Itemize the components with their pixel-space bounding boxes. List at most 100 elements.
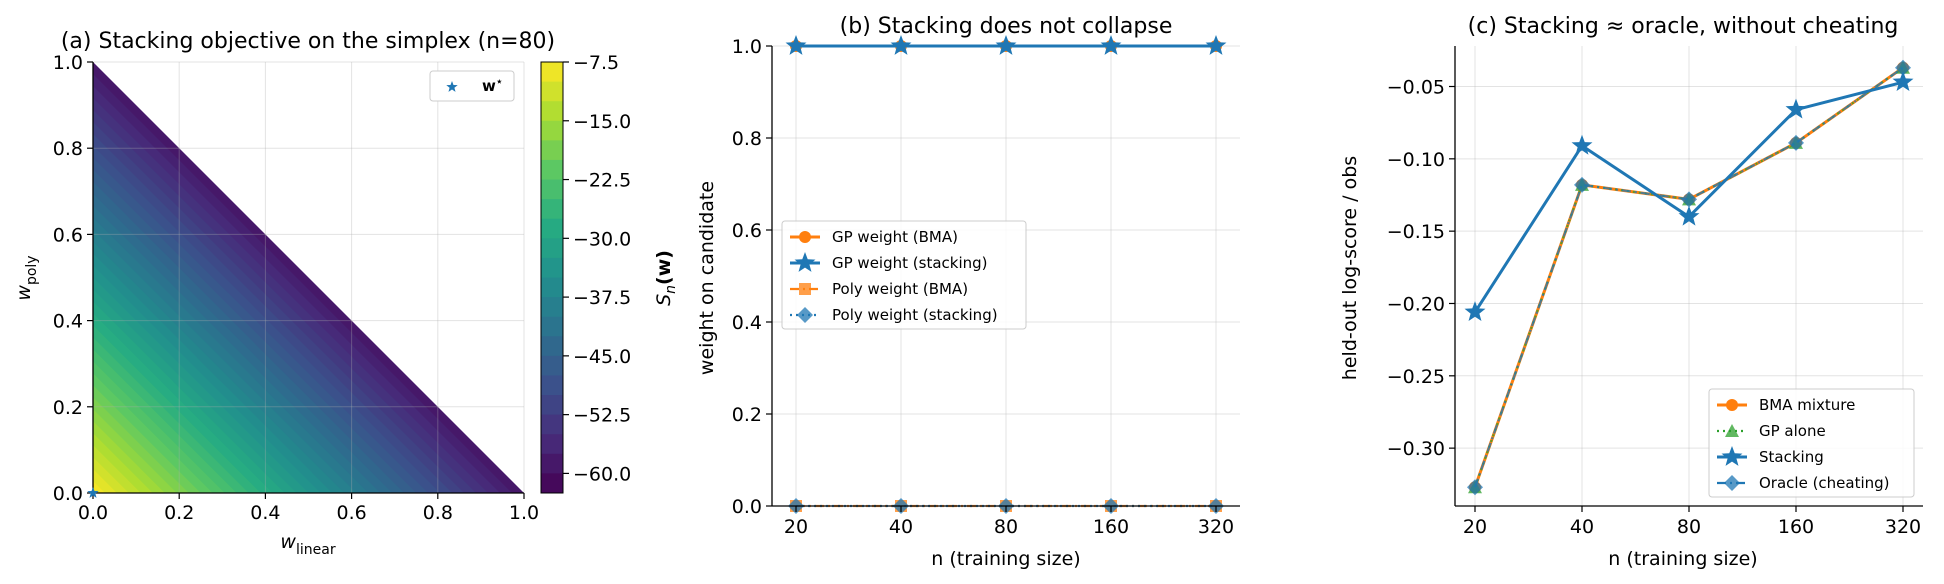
legend-star-icon [446, 81, 458, 92]
panel-c: (c) Stacking ≈ oracle, without cheating … [1339, 14, 1923, 570]
x-tick-label: 0.6 [336, 502, 366, 524]
colorbar-label: Sn(w) [653, 250, 679, 306]
y-tick-label: 0.2 [53, 397, 83, 419]
x-tick-label: 1.0 [509, 502, 539, 524]
panel-b-legend: GP weight (BMA) GP weight (stacking) Poly … [781, 220, 1027, 330]
data-point [1678, 205, 1700, 226]
legend-marker [1724, 475, 1740, 491]
panel-c-axes: 20 40 80 160 320 −0.05 −0.10 −0.15 −0.20 −0.25 −0.… [1387, 46, 1923, 538]
x-tick-label: 20 [784, 516, 808, 538]
contour-band [93, 469, 117, 493]
panel-b-title: (b) Stacking does not collapse [840, 14, 1173, 39]
panel-b-xlabel: n (training size) [931, 548, 1080, 570]
optimum-star-marker [87, 487, 99, 498]
colorbar-band [541, 199, 563, 220]
data-point [1681, 191, 1697, 208]
colorbar-tick-label: −60.0 [573, 463, 631, 485]
y-tick-label: −0.05 [1387, 77, 1445, 99]
legend-label: BMA mixture [1759, 396, 1855, 414]
series-line [1473, 66, 1904, 488]
y-tick-label: 0.6 [53, 224, 83, 246]
colorbar-tick-label: −7.5 [573, 52, 619, 74]
data-point [890, 35, 912, 55]
legend-marker [799, 283, 811, 295]
colorbar-tick-label: −37.5 [573, 287, 631, 309]
x-tick-label: 40 [889, 516, 913, 538]
x-tick-label: 0.2 [164, 502, 194, 524]
data-point [1785, 98, 1807, 119]
colorbar-band [541, 395, 563, 416]
y-tick-label: 0.8 [53, 138, 83, 160]
x-tick-label: 40 [1570, 516, 1594, 538]
colorbar-tick-label: −30.0 [573, 228, 631, 250]
colorbar-tick-label: −52.5 [573, 405, 631, 427]
x-tick-label: 160 [1093, 516, 1129, 538]
y-tick-label: −0.30 [1387, 438, 1445, 460]
panel-a: (a) Stacking objective on the simplex (n… [13, 29, 679, 558]
legend-marker [794, 252, 816, 272]
legend-marker [797, 307, 813, 323]
y-tick-label: 1.0 [53, 52, 83, 74]
colorbar-band [541, 414, 563, 435]
panel-c-ylabel: held-out log-score / obs [1339, 156, 1361, 380]
x-tick-label: 20 [1463, 516, 1487, 538]
legend-label: Oracle (cheating) [1759, 474, 1890, 492]
y-tick-label: −0.15 [1387, 221, 1445, 243]
data-point [1467, 479, 1483, 496]
colorbar-band [541, 336, 563, 357]
legend-label: GP weight (BMA) [832, 228, 958, 246]
colorbar-tick-label: −15.0 [573, 111, 631, 133]
legend-label: Poly weight (BMA) [832, 280, 968, 298]
legend-marker [799, 231, 811, 243]
colorbar-band [541, 120, 563, 141]
colorbar-band [541, 238, 563, 259]
panel-b: (b) Stacking does not collapse 20 40 80 160… [696, 14, 1240, 570]
panel-a-grid [92, 61, 525, 494]
legend-label: Stacking [1759, 448, 1824, 466]
y-tick-label: −0.10 [1387, 149, 1445, 171]
legend-marker [1721, 446, 1743, 466]
legend-label-wstar: w⋆ [482, 75, 503, 95]
y-tick-label: 0.0 [53, 483, 83, 505]
y-tick-label: 1.0 [732, 36, 762, 58]
colorbar-band [541, 101, 563, 122]
panel-b-ylabel: weight on candidate [696, 181, 718, 375]
x-tick-label: 0.4 [250, 502, 280, 524]
colorbar-tick-label: −22.5 [573, 170, 631, 192]
colorbar-band [541, 297, 563, 318]
colorbar-band [541, 277, 563, 298]
data-point [1895, 59, 1911, 76]
x-tick-label: 160 [1778, 516, 1814, 538]
legend-label: GP weight (stacking) [832, 254, 988, 272]
data-point [1574, 176, 1590, 193]
x-tick-label: 80 [994, 516, 1018, 538]
panel-a-legend: w⋆ [429, 70, 515, 102]
x-tick-label: 0.8 [423, 502, 453, 524]
data-point [1571, 134, 1593, 155]
legend-frame [781, 220, 1027, 330]
y-tick-label: 0.2 [732, 404, 762, 426]
data-point [1205, 35, 1227, 55]
colorbar-band [541, 355, 563, 376]
y-tick-label: −0.20 [1387, 293, 1445, 315]
panel-a-title: (a) Stacking objective on the simplex (n… [61, 29, 555, 54]
colorbar: −7.5 −15.0 −22.5 −30.0 −37.5 −45.0 −52.5 −60.0 [540, 52, 631, 494]
x-tick-label: 320 [1885, 516, 1921, 538]
contour-band [93, 481, 105, 493]
legend-marker [1726, 399, 1738, 411]
data-point [1464, 301, 1486, 322]
data-point [785, 35, 807, 55]
panel-a-xlabel: wlinear [280, 531, 335, 558]
panel-a-ylabel: wpoly [13, 255, 40, 300]
x-tick-label: 320 [1198, 516, 1234, 538]
x-tick-label: 80 [1677, 516, 1701, 538]
y-tick-label: 0.8 [732, 128, 762, 150]
data-point [1892, 71, 1914, 92]
panel-c-legend: BMA mixture GP alone Stacking Oracle (cheat… [1708, 388, 1915, 498]
colorbar-band [541, 257, 563, 278]
panel-a-heatmap [93, 62, 524, 493]
panel-b-axes: 20 40 80 160 320 0.0 0.2 0.4 0.6 0.8 1.0 [732, 36, 1240, 538]
colorbar-band [541, 453, 563, 474]
data-point [1100, 35, 1122, 55]
colorbar-band [541, 81, 563, 102]
